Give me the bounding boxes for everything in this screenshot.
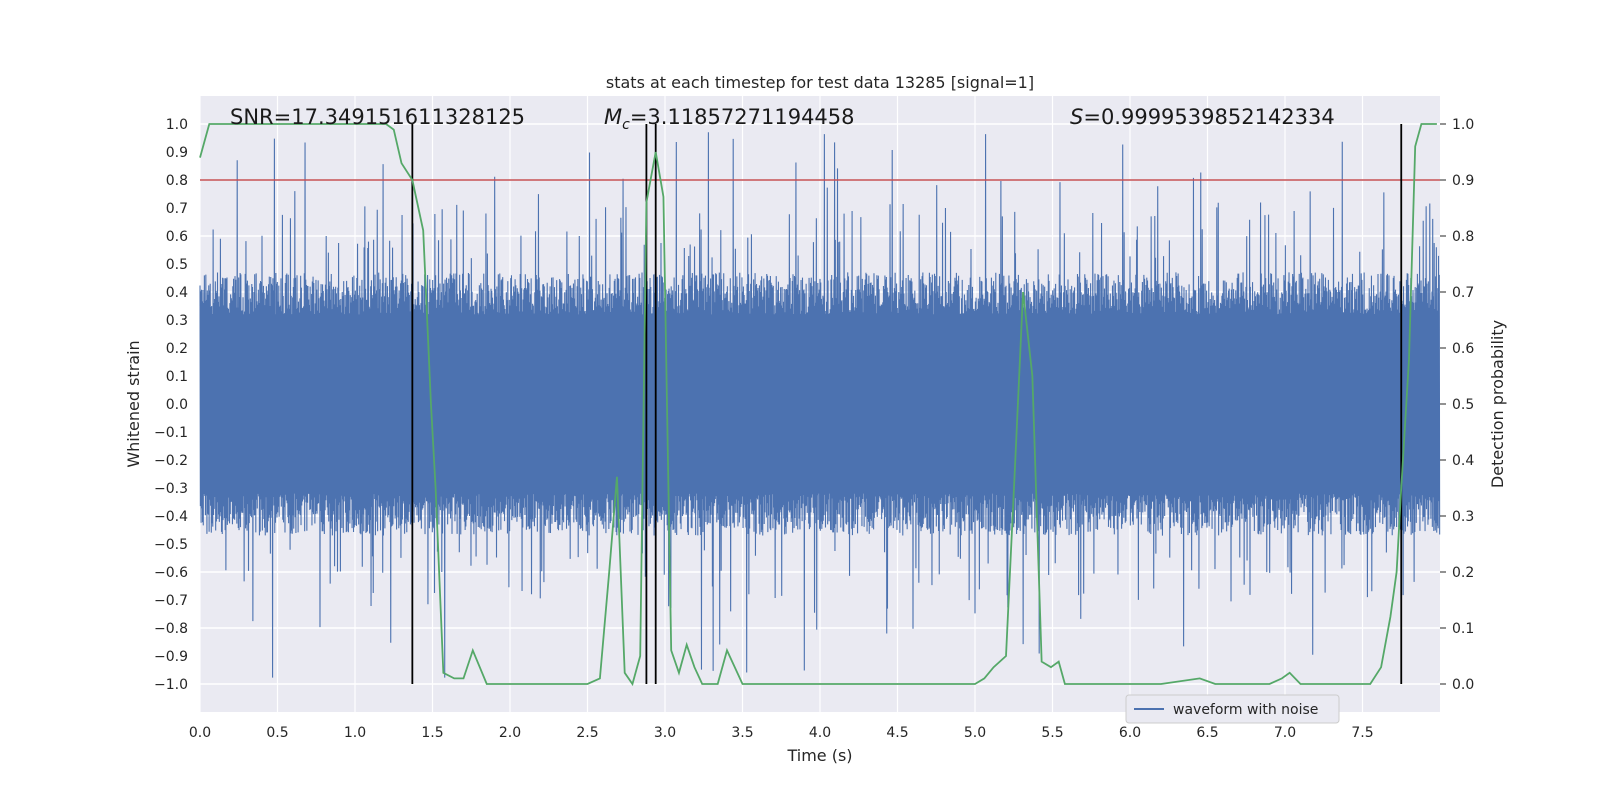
y-right-tick-label: 0.0 (1452, 677, 1474, 693)
y-left-tick-label: 0.8 (166, 173, 188, 189)
x-tick-label: 6.5 (1196, 725, 1218, 741)
x-tick-label: 6.0 (1119, 725, 1141, 741)
x-tick-label: 3.0 (654, 725, 676, 741)
y-right-tick-label: 0.2 (1452, 565, 1474, 581)
y-left-tick-label: 0.6 (166, 229, 188, 245)
x-tick-label: 4.0 (809, 725, 831, 741)
x-tick-label: 2.0 (499, 725, 521, 741)
y-left-tick-label: −0.7 (154, 593, 188, 609)
legend-label: waveform with noise (1173, 702, 1318, 718)
y-right-tick-label: 0.3 (1452, 509, 1474, 525)
x-tick-label: 0.0 (189, 725, 211, 741)
waveform-series (199, 132, 1441, 678)
y-right-axis-label: Detection probability (1488, 320, 1507, 488)
chart-title: stats at each timestep for test data 132… (606, 73, 1034, 92)
y-left-tick-label: −0.3 (154, 481, 188, 497)
y-left-tick-label: −0.1 (154, 425, 188, 441)
y-left-tick-label: −0.2 (154, 453, 188, 469)
y-left-axis-ticks: 1.0 0.9 0.8 0.7 0.6 0.5 0.4 0.3 0.2 0.1 0.0 −0.1 −0.… (154, 117, 188, 693)
y-left-tick-label: −0.9 (154, 649, 188, 665)
y-left-tick-label: −0.5 (154, 537, 188, 553)
y-left-axis-label: Whitened strain (124, 340, 143, 467)
y-left-tick-label: 0.4 (166, 285, 188, 301)
y-left-tick-label: 1.0 (166, 117, 188, 133)
y-left-tick-label: 0.3 (166, 313, 188, 329)
y-right-tick-label: 0.6 (1452, 341, 1474, 357)
y-right-tick-label: 0.5 (1452, 397, 1474, 413)
y-left-tick-label: 0.0 (166, 397, 188, 413)
y-left-tick-label: −1.0 (154, 677, 188, 693)
x-tick-label: 3.5 (731, 725, 753, 741)
y-right-tick-label: 0.1 (1452, 621, 1474, 637)
x-tick-label: 5.5 (1041, 725, 1063, 741)
x-tick-label: 4.5 (886, 725, 908, 741)
s-annotation: S=0.9999539852142334 (1070, 105, 1335, 129)
legend-box (1125, 694, 1340, 724)
y-right-tick-label: 0.9 (1452, 173, 1474, 189)
x-tick-label: 2.5 (576, 725, 598, 741)
y-left-tick-label: 0.7 (166, 201, 188, 217)
y-left-tick-label: 0.5 (166, 257, 188, 273)
x-tick-label: 0.5 (266, 725, 288, 741)
x-tick-label: 5.0 (964, 725, 986, 741)
mc-annotation: Mc=3.11857271194458 (604, 105, 855, 133)
x-axis-ticks: 0.0 0.5 1.0 1.5 2.0 2.5 3.0 3.5 4.0 4.5 5.0 5.5 6.0 6… (189, 725, 1374, 741)
legend: waveform with noise (1125, 694, 1340, 724)
y-right-axis-ticks: 1.0 0.9 0.8 0.7 0.6 0.5 0.4 0.3 0.2 0.1 0.0 (1440, 117, 1474, 693)
x-tick-label: 7.5 (1351, 725, 1373, 741)
x-tick-label: 1.0 (344, 725, 366, 741)
y-right-tick-label: 1.0 (1452, 117, 1474, 133)
y-left-tick-label: 0.1 (166, 369, 188, 385)
snr-annotation: SNR=17.349151611328125 (230, 105, 525, 129)
y-left-tick-label: 0.2 (166, 341, 188, 357)
y-right-tick-label: 0.8 (1452, 229, 1474, 245)
y-left-tick-label: −0.6 (154, 565, 188, 581)
probability-series (199, 123, 1437, 687)
y-left-tick-label: −0.4 (154, 509, 188, 525)
probability-line (199, 123, 1437, 687)
x-axis-label: Time (s) (786, 746, 852, 765)
y-right-tick-label: 0.7 (1452, 285, 1474, 301)
x-tick-label: 1.5 (421, 725, 443, 741)
y-left-tick-label: −0.8 (154, 621, 188, 637)
y-left-tick-label: 0.9 (166, 145, 188, 161)
x-tick-label: 7.0 (1274, 725, 1296, 741)
y-right-tick-label: 0.4 (1452, 453, 1474, 469)
waveform-line (199, 132, 1441, 678)
